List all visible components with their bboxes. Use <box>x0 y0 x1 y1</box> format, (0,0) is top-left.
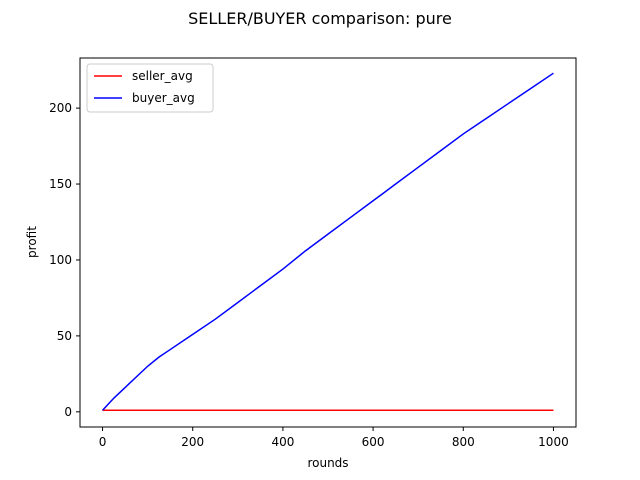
x-axis-label: rounds <box>307 456 348 470</box>
x-tick-label: 600 <box>362 435 385 449</box>
series-line-buyer-avg <box>102 72 554 411</box>
x-tick-label: 0 <box>99 435 107 449</box>
x-tick-label: 200 <box>181 435 204 449</box>
chart-title: SELLER/BUYER comparison: pure <box>188 9 452 28</box>
plot-area-frame <box>79 57 577 428</box>
legend-label-seller: seller_avg <box>132 69 193 83</box>
y-tick-label: 150 <box>49 177 72 191</box>
x-tick-label: 800 <box>452 435 475 449</box>
series-lines <box>102 72 554 412</box>
y-tick-label: 50 <box>57 329 72 343</box>
x-axis: 0 200 400 600 800 1000 <box>99 427 569 449</box>
y-tick-label: 200 <box>49 101 72 115</box>
x-tick-label: 400 <box>271 435 294 449</box>
legend-label-buyer: buyer_avg <box>132 91 195 105</box>
y-axis: 0 50 100 150 200 <box>49 101 80 419</box>
y-tick-label: 100 <box>49 253 72 267</box>
y-axis-label: profit <box>25 226 39 258</box>
legend: seller_avg buyer_avg <box>86 63 214 113</box>
y-tick-label: 0 <box>64 405 72 419</box>
x-tick-label: 1000 <box>538 435 569 449</box>
